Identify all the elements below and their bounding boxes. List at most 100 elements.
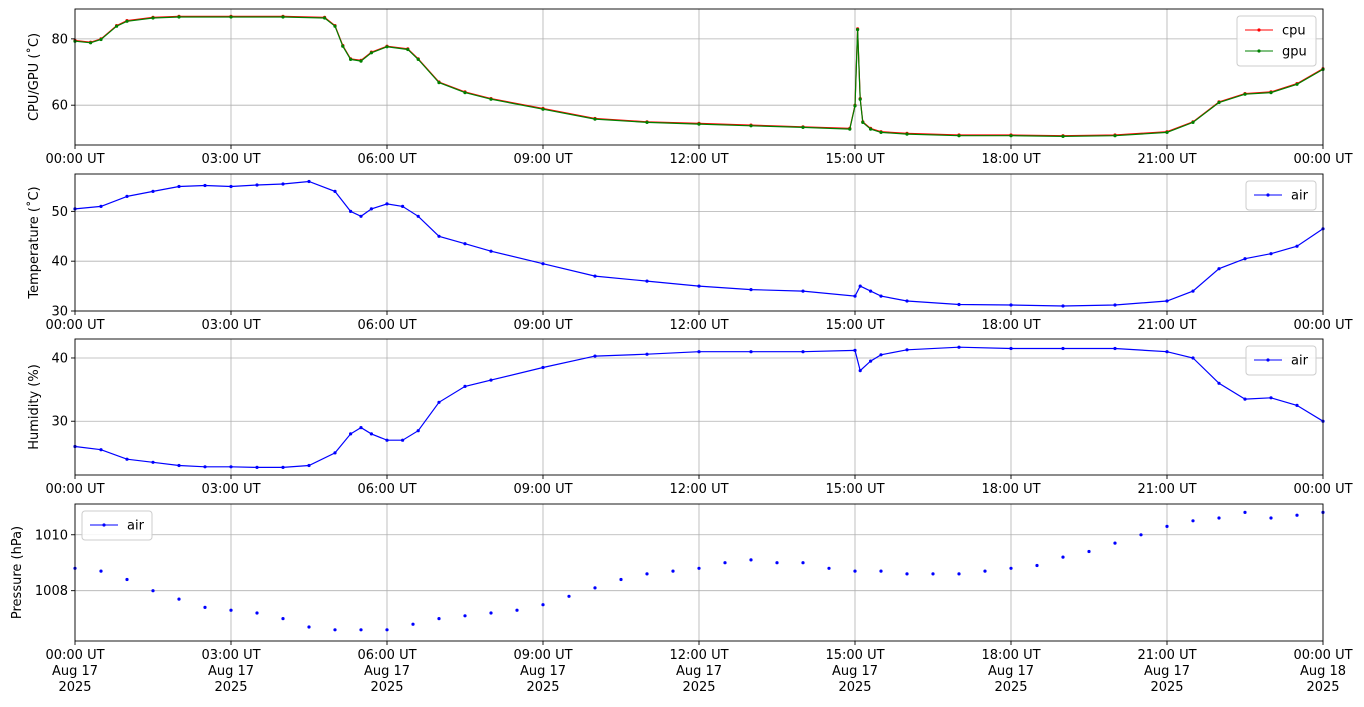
x-tick-label: 18:00 UT (981, 482, 1040, 497)
data-point (905, 132, 909, 136)
data-point (905, 572, 909, 576)
x-tick-label: 21:00 UT (1137, 152, 1196, 167)
x-tick-year: 2025 (838, 680, 871, 695)
data-point (416, 429, 420, 433)
data-point (99, 37, 103, 42)
data-point (697, 122, 701, 126)
data-point (541, 603, 545, 607)
data-point (905, 348, 909, 352)
data-point (177, 463, 181, 468)
data-point (645, 352, 649, 356)
data-point (801, 561, 805, 565)
data-point (869, 289, 873, 293)
data-point (861, 120, 865, 124)
data-point (203, 465, 207, 469)
data-point (1295, 82, 1299, 86)
data-point (1191, 519, 1195, 523)
data-point (593, 354, 597, 358)
x-tick-label: 00:00 UT (1293, 482, 1352, 497)
data-point (463, 242, 467, 246)
x-tick-label: 12:00 UT (669, 648, 728, 663)
data-point (1295, 513, 1299, 517)
data-point (489, 378, 493, 382)
data-point (463, 384, 467, 388)
data-point (281, 182, 285, 186)
legend-marker (1266, 193, 1270, 197)
data-point (151, 589, 155, 593)
legend-label: air (127, 519, 145, 534)
data-point (463, 614, 467, 618)
x-tick-label: 18:00 UT (981, 648, 1040, 663)
data-point (1165, 130, 1169, 134)
x-tick-label: 00:00 UT (45, 318, 104, 333)
legend-marker (1257, 28, 1261, 32)
panel-1: 60 80 CPU/GPU (˚C) 00:00 UT 03:00 UT 06:00 UT… (26, 8, 1353, 167)
x-tick-label: 21:00 UT (1137, 648, 1196, 663)
data-point (801, 289, 805, 293)
data-point (848, 127, 852, 131)
data-point (401, 438, 405, 442)
data-point (437, 81, 441, 85)
data-point (333, 628, 337, 632)
data-point (1113, 346, 1117, 351)
x-tick-date: Aug 17 (52, 664, 98, 679)
x-tick-label: 15:00 UT (825, 152, 884, 167)
data-point (416, 214, 420, 218)
data-point (1269, 396, 1273, 400)
x-tick-year: 2025 (994, 680, 1027, 695)
data-point (1165, 524, 1169, 529)
data-point (229, 15, 233, 19)
data-point (411, 622, 415, 626)
data-point (1295, 244, 1299, 248)
data-point (869, 127, 873, 131)
y-tick-label: 50 (51, 205, 68, 220)
data-point (1009, 303, 1013, 307)
data-point (437, 234, 441, 238)
data-point (177, 184, 181, 189)
data-point (879, 569, 883, 573)
data-point (1113, 541, 1117, 545)
x-tick-date: Aug 18 (1300, 664, 1346, 679)
data-point (401, 204, 405, 208)
data-point (1191, 289, 1195, 293)
x-tick-year: 2025 (526, 680, 559, 695)
data-point (255, 611, 259, 615)
data-point (593, 586, 597, 590)
data-point (853, 569, 857, 573)
data-point (1113, 134, 1117, 138)
data-point (489, 249, 493, 253)
x-tick-label: 00:00 UT (1293, 648, 1352, 663)
data-point (957, 302, 961, 307)
y-tick-label: 80 (51, 32, 68, 47)
data-point (281, 617, 285, 621)
data-point (1009, 566, 1013, 570)
data-point (307, 463, 311, 468)
x-tick-label: 06:00 UT (357, 482, 416, 497)
data-point (879, 353, 883, 357)
data-point (853, 348, 857, 352)
data-point (203, 605, 207, 610)
data-point (879, 294, 883, 298)
data-point (858, 369, 862, 373)
y-tick-label: 40 (51, 255, 68, 270)
data-point (1243, 92, 1247, 96)
data-point (307, 625, 311, 629)
data-point (255, 183, 259, 187)
x-tick-label: 03:00 UT (201, 318, 260, 333)
x-tick-label: 00:00 UT (45, 152, 104, 167)
x-tick-date: Aug 17 (832, 664, 878, 679)
x-tick-label: 06:00 UT (357, 648, 416, 663)
y-tick-label: 60 (51, 99, 68, 114)
data-point (359, 628, 363, 632)
legend-label: air (1291, 354, 1309, 369)
data-point (1217, 267, 1221, 271)
data-point (349, 432, 353, 436)
x-tick-year: 2025 (1150, 680, 1183, 695)
panel-2: 30 40 50 Temperature (˚C) 00:00 UT 03:00 UT 06… (26, 173, 1353, 333)
data-point (749, 124, 753, 128)
data-point (541, 365, 545, 370)
x-tick-label: 03:00 UT (201, 482, 260, 497)
y-tick-label: 30 (51, 305, 68, 320)
data-point (369, 432, 373, 436)
data-point (385, 438, 389, 442)
